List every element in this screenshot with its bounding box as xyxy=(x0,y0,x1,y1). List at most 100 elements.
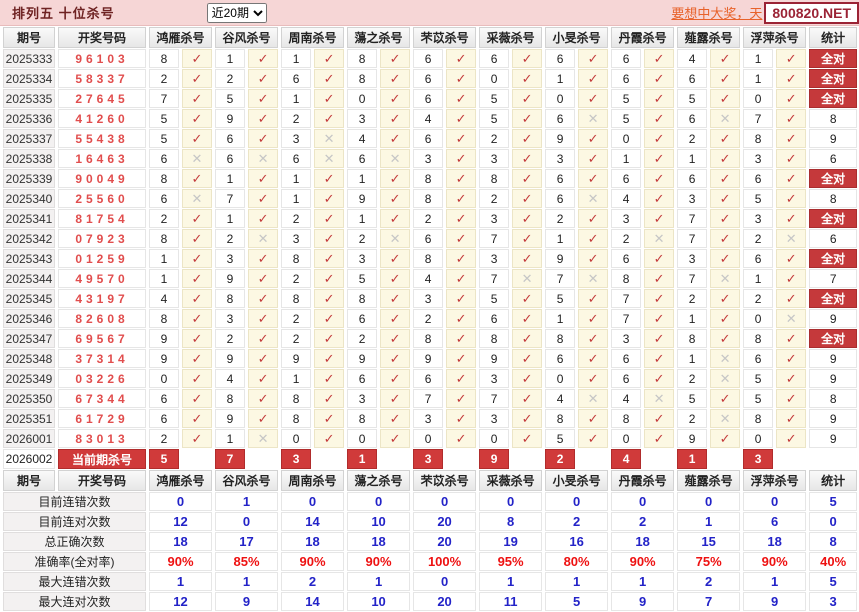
check-icon: ✓ xyxy=(257,210,269,226)
kill-number-cell: 1 xyxy=(611,149,642,168)
stat-count-cell: 9 xyxy=(809,309,858,328)
kill-number-cell: 1 xyxy=(215,209,246,228)
column-header-predictor-6: 采薇杀号 xyxy=(479,27,543,48)
check-icon: ✓ xyxy=(587,350,599,366)
summary-value-cell: 18 xyxy=(347,532,411,551)
check-icon: ✓ xyxy=(521,410,533,426)
kill-number-cell: 0 xyxy=(347,429,378,448)
kill-mark-cell: ✕ xyxy=(578,269,609,288)
kill-number-cell: 0 xyxy=(149,369,179,388)
check-icon: ✓ xyxy=(191,390,203,406)
summary-value-cell: 80% xyxy=(545,552,609,571)
kill-mark-cell: ✓ xyxy=(182,89,213,108)
kill-number-cell: 6 xyxy=(215,149,246,168)
kill-mark-cell: ✓ xyxy=(578,329,609,348)
check-icon: ✓ xyxy=(653,430,665,446)
summary-value-cell: 20 xyxy=(413,532,477,551)
current-kill-number-badge: 5 xyxy=(149,449,179,469)
check-icon: ✓ xyxy=(653,370,665,386)
summary-row: 准确率(全对率) 90% 85% 90% 90% 100% 95% 80% 90% 75% 90% 4… xyxy=(3,552,858,571)
kill-mark-cell: ✓ xyxy=(446,189,477,208)
kill-number-cell: 6 xyxy=(611,369,642,388)
kill-number-cell: 2 xyxy=(281,209,312,228)
summary-value-cell: 18 xyxy=(149,532,213,551)
check-icon: ✓ xyxy=(323,270,335,286)
kill-mark-cell: ✓ xyxy=(314,169,345,188)
kill-number-cell: 9 xyxy=(215,109,246,128)
kill-number-cell: 5 xyxy=(611,109,642,128)
check-icon: ✓ xyxy=(719,50,731,66)
period-cell: 2025349 xyxy=(3,369,55,388)
kill-mark-cell: ✓ xyxy=(512,149,543,168)
draw-code-cell: 81754 xyxy=(58,209,146,228)
draw-code-cell: 90049 xyxy=(58,169,146,188)
summary-label-cell: 最大连错次数 xyxy=(3,572,146,591)
kill-number-cell: 8 xyxy=(281,249,312,268)
kill-mark-cell: ✓ xyxy=(710,229,741,248)
kill-number-cell: 7 xyxy=(677,229,708,248)
kill-number-cell: 9 xyxy=(413,349,444,368)
check-icon: ✓ xyxy=(389,410,401,426)
kill-mark-cell: ✕ xyxy=(710,109,741,128)
kill-number-cell: 5 xyxy=(611,89,642,108)
kill-mark-cell: ✓ xyxy=(446,169,477,188)
kill-number-cell: 7 xyxy=(215,189,246,208)
kill-number-cell: 0 xyxy=(611,129,642,148)
kill-number-cell: 1 xyxy=(149,249,179,268)
check-icon: ✓ xyxy=(785,50,797,66)
summary-value-cell: 0 xyxy=(413,492,477,511)
check-icon: ✓ xyxy=(323,350,335,366)
summary-value-cell: 1 xyxy=(611,572,675,591)
kill-number-cell: 1 xyxy=(545,229,576,248)
cross-icon: ✕ xyxy=(719,110,731,126)
check-icon: ✓ xyxy=(455,210,467,226)
kill-number-cell: 3 xyxy=(611,209,642,228)
kill-number-cell: 6 xyxy=(149,389,179,408)
summary-label-cell: 准确率(全对率) xyxy=(3,552,146,571)
kill-mark-cell: ✓ xyxy=(380,89,411,108)
kill-mark-cell: ✓ xyxy=(776,129,807,148)
check-icon: ✓ xyxy=(257,370,269,386)
kill-number-cell: 8 xyxy=(347,69,378,88)
kill-number-cell: 6 xyxy=(611,169,642,188)
check-icon: ✓ xyxy=(653,330,665,346)
kill-mark-cell: ✕ xyxy=(776,229,807,248)
kill-mark-cell: ✓ xyxy=(578,249,609,268)
column-header-stat: 统计 xyxy=(809,27,858,48)
cross-icon: ✕ xyxy=(323,150,335,166)
summary-stat-cell: 40% xyxy=(809,552,858,571)
kill-mark-cell: ✓ xyxy=(182,249,213,268)
period-cell: 2025335 xyxy=(3,89,55,108)
period-cell: 2025334 xyxy=(3,69,55,88)
kill-mark-cell: ✓ xyxy=(512,49,543,68)
draw-code-cell: 67344 xyxy=(58,389,146,408)
kill-mark-cell: ✓ xyxy=(446,429,477,448)
kill-number-cell: 8 xyxy=(545,329,576,348)
summary-value-cell: 0 xyxy=(149,492,213,511)
kill-mark-cell: ✓ xyxy=(512,249,543,268)
period-cell: 2025348 xyxy=(3,349,55,368)
kill-number-cell: 8 xyxy=(149,229,179,248)
check-icon: ✓ xyxy=(389,370,401,386)
check-icon: ✓ xyxy=(455,150,467,166)
kill-number-cell: 1 xyxy=(281,49,312,68)
column-header-predictor-10: 浮萍杀号 xyxy=(743,470,807,491)
kill-number-cell: 2 xyxy=(677,369,708,388)
check-icon: ✓ xyxy=(323,70,335,86)
draw-code-cell: 25560 xyxy=(58,189,146,208)
kill-number-cell: 3 xyxy=(743,209,774,228)
period-range-select[interactable]: 近20期 xyxy=(206,2,267,23)
stat-full-badge: 全对 xyxy=(809,89,858,108)
summary-value-cell: 6 xyxy=(743,512,807,531)
kill-mark-cell: ✓ xyxy=(644,49,675,68)
kill-mark-cell: ✓ xyxy=(512,229,543,248)
column-header-predictor-9: 薤露杀号 xyxy=(677,470,741,491)
kill-mark-cell: ✓ xyxy=(710,289,741,308)
kill-number-cell: 8 xyxy=(677,329,708,348)
summary-value-cell: 9 xyxy=(215,592,279,611)
kill-mark-cell: ✓ xyxy=(182,169,213,188)
promo-marquee-link[interactable]: 要想中大奖，天 xyxy=(671,6,763,21)
summary-value-cell: 100% xyxy=(413,552,477,571)
check-icon: ✓ xyxy=(455,90,467,106)
cross-icon: ✕ xyxy=(521,270,533,286)
